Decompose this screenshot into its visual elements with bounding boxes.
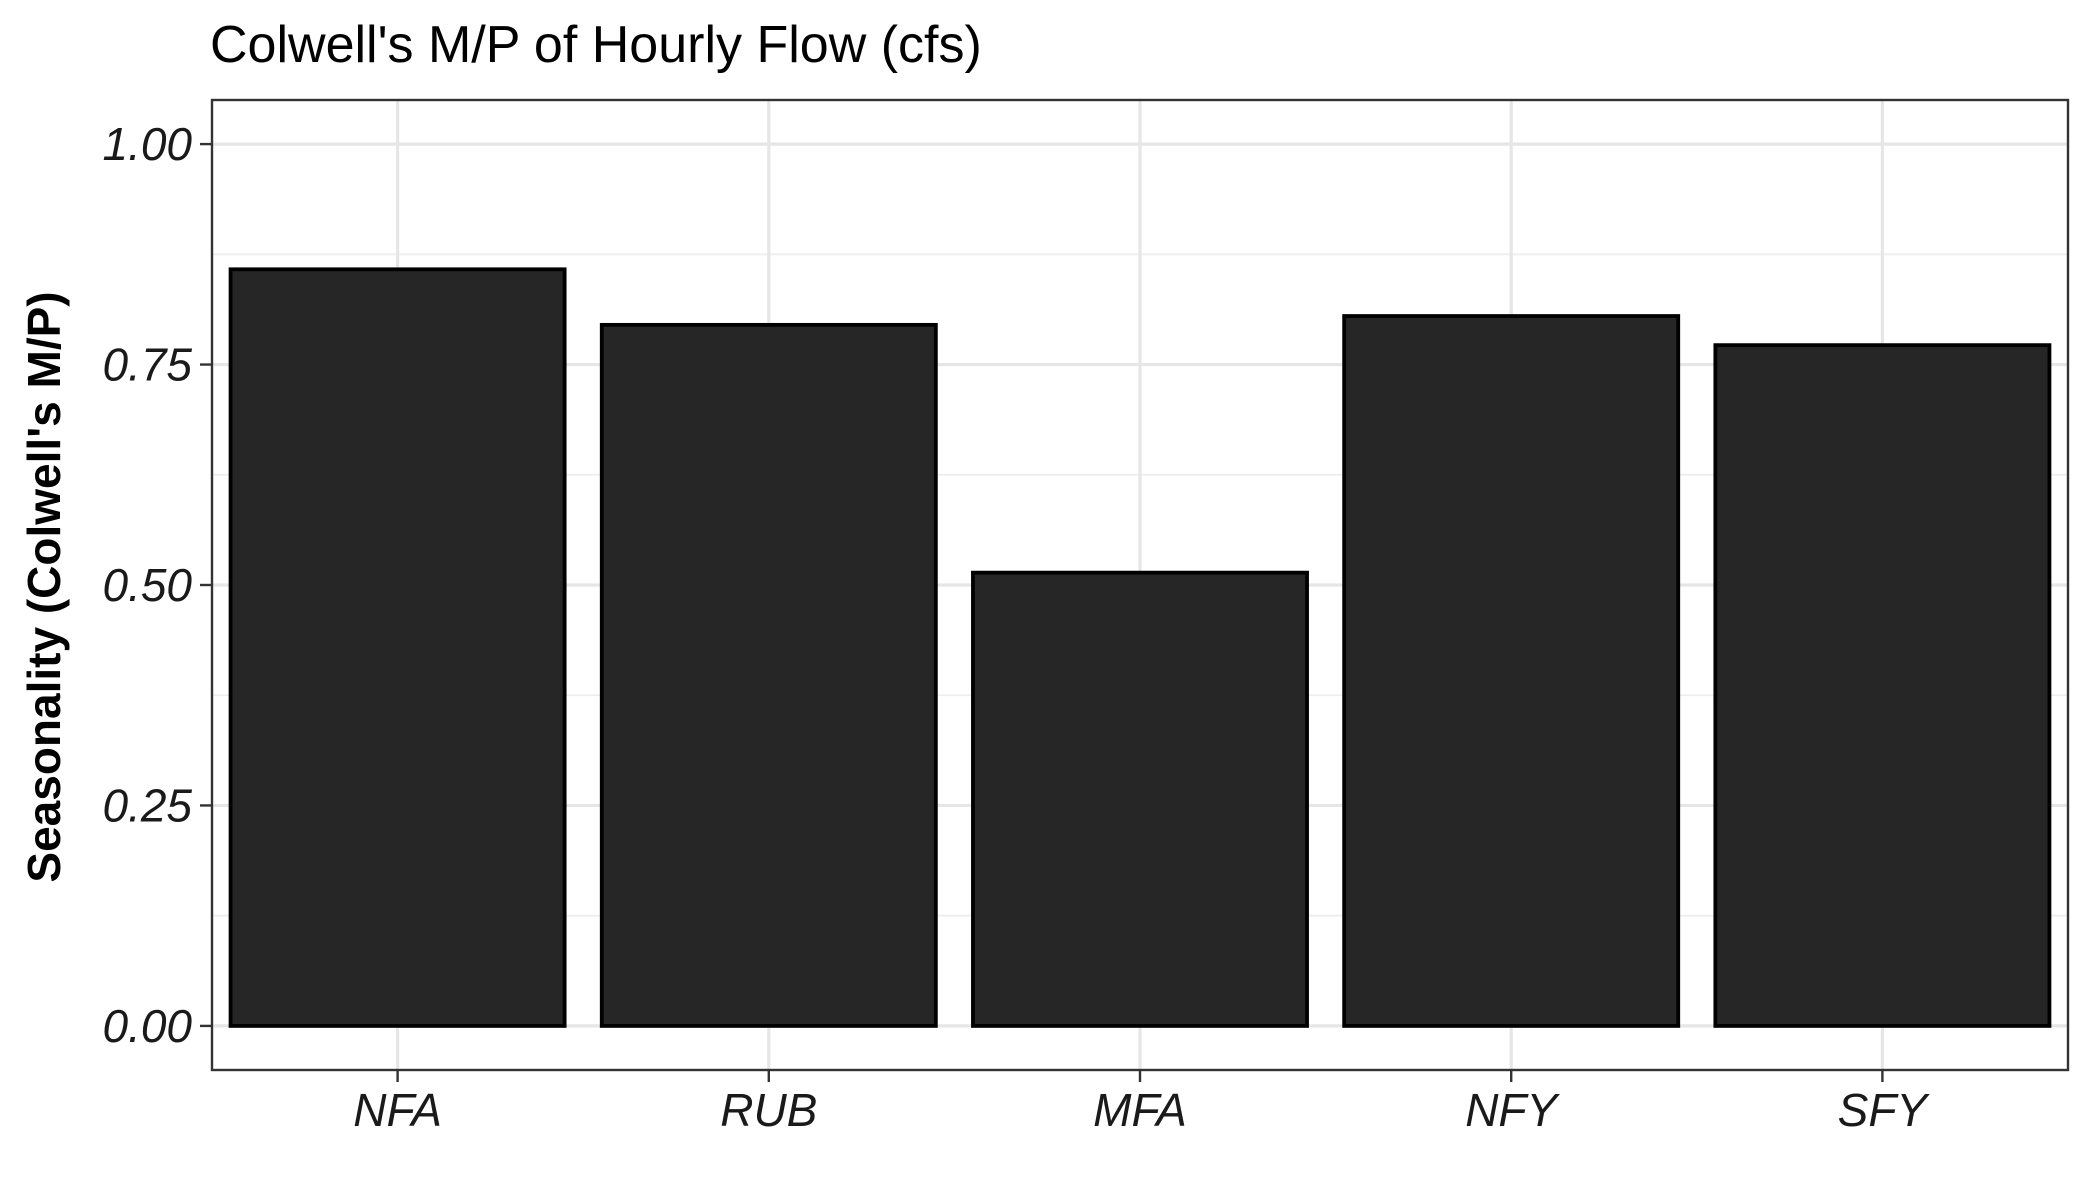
axes: 0.00 0.25 0.50 0.75 1.00 NFA RUB MFA NFY SFY — [102, 98, 2070, 1136]
y-tick-label: 0.50 — [102, 559, 192, 611]
bars — [228, 267, 2052, 1028]
y-tick-label: 0.00 — [102, 1000, 192, 1052]
y-tick-label: 1.00 — [102, 118, 192, 170]
x-tick-label: SFY — [1838, 1084, 1931, 1136]
x-tick-label: MFA — [1093, 1084, 1187, 1136]
bar-sfy — [1713, 343, 2052, 1028]
x-tick-label: NFA — [353, 1084, 442, 1136]
bar-rub — [599, 322, 938, 1028]
bar-nfy — [1342, 314, 1681, 1028]
bar-nfa — [228, 267, 567, 1028]
y-tick-label: 0.75 — [102, 339, 192, 391]
y-tick-label: 0.25 — [102, 779, 192, 831]
chart-title: Colwell's M/P of Hourly Flow (cfs) — [210, 16, 982, 74]
y-axis-label: Seasonality (Colwell's M/P) — [18, 291, 70, 882]
x-tick-label: NFY — [1465, 1084, 1560, 1136]
bar-mfa — [971, 570, 1309, 1028]
x-tick-label: RUB — [720, 1084, 817, 1136]
